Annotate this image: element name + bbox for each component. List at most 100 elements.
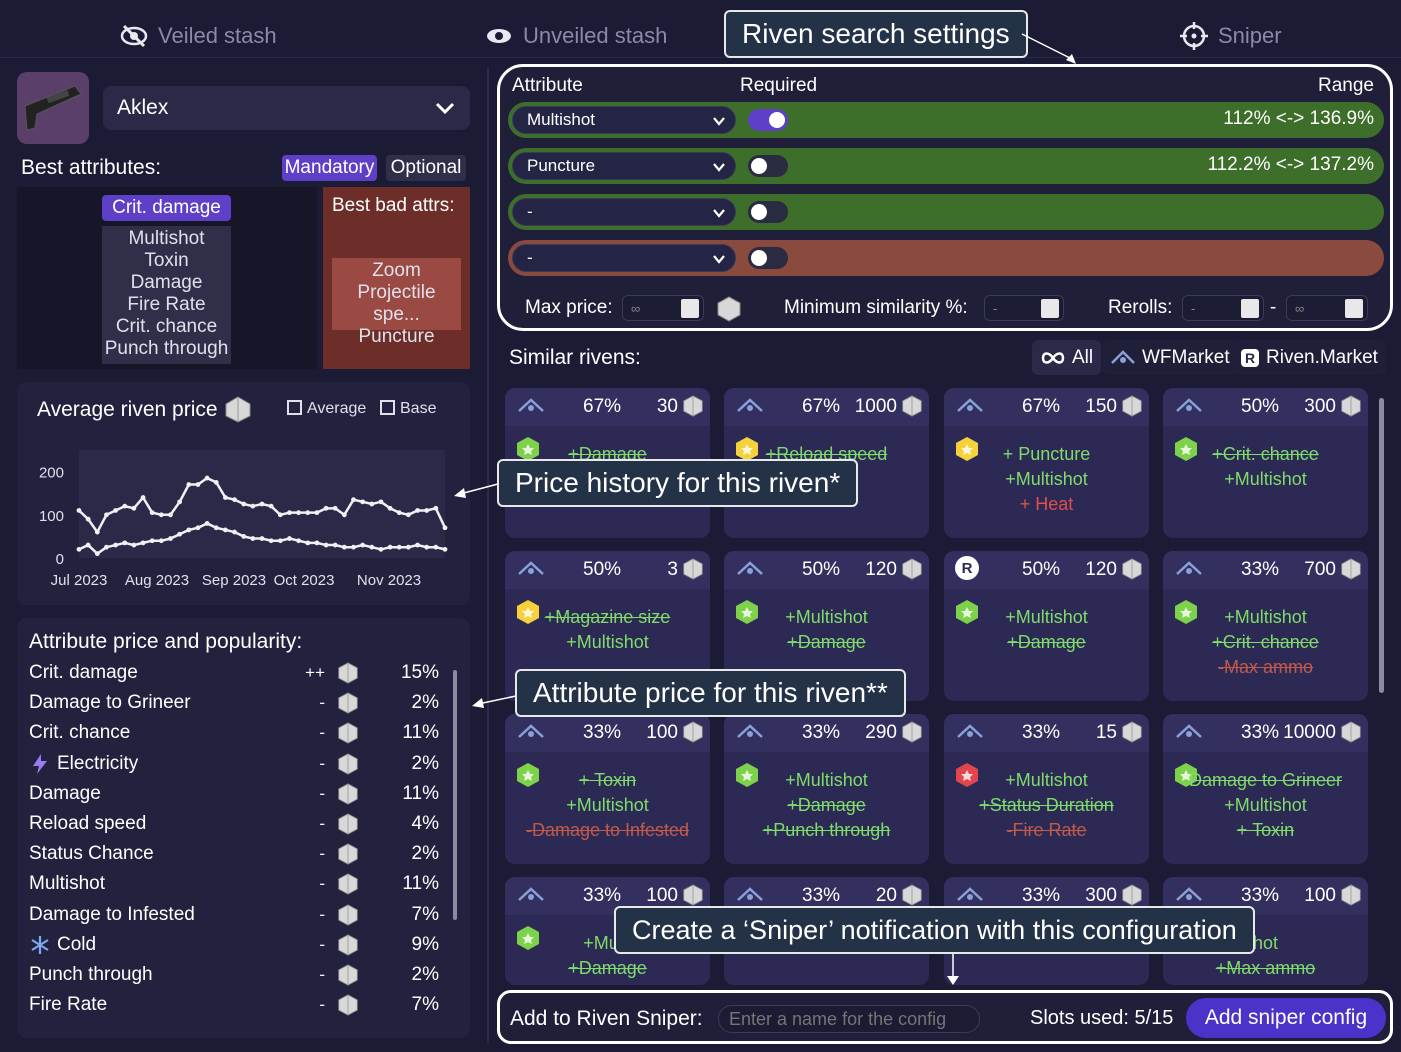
data-point — [369, 544, 375, 550]
riven-attribute: +Damage — [568, 958, 647, 978]
tab-veiled-stash[interactable]: Veiled stash — [120, 18, 277, 54]
data-point — [332, 542, 338, 548]
required-toggle[interactable] — [748, 109, 788, 131]
attr-price-pct: 7% — [411, 994, 439, 1016]
mandatory-toggle[interactable]: Mandatory — [282, 155, 377, 181]
riven-card[interactable]: 33% 15 +Multishot +Status Duration -Fire R… — [944, 714, 1149, 864]
attribute-select[interactable]: Puncture — [512, 152, 736, 180]
riven-price: 3 — [667, 559, 678, 580]
data-point — [232, 497, 237, 503]
platinum-icon — [225, 396, 251, 423]
callout-settings: Riven search settings — [724, 10, 1028, 58]
attribute-select[interactable]: - — [512, 244, 736, 272]
sniper-name-input[interactable] — [718, 1005, 980, 1033]
platinum-icon — [901, 720, 923, 749]
riven-card[interactable]: 33% 290 +Multishot +Damage +Punch through — [724, 714, 929, 864]
riven-card[interactable]: 33% 700 +Multishot +Crit. chance -Max ammo — [1163, 551, 1368, 701]
riven-similarity: 33% — [802, 722, 841, 743]
data-point — [424, 508, 430, 513]
wfmarket-icon — [1176, 887, 1202, 901]
platinum-icon — [1340, 883, 1362, 912]
riven-card[interactable]: 67% 150 + Puncture +Multishot + Heat — [944, 388, 1149, 538]
riven-attribute: hot — [1252, 933, 1279, 953]
min-similarity-spinner[interactable] — [1041, 299, 1059, 318]
chevron-down-icon — [713, 255, 725, 264]
data-point — [287, 510, 292, 516]
attribute-select-value: Puncture — [527, 156, 596, 175]
platinum-icon — [1121, 394, 1143, 423]
checkbox-average[interactable] — [287, 400, 302, 415]
riven-card[interactable]: 33% 100 + Toxin +Multishot -Damage to Infe… — [505, 714, 710, 864]
data-point — [113, 508, 118, 513]
required-toggle[interactable] — [748, 201, 788, 223]
tab-sniper[interactable]: Sniper — [1180, 18, 1282, 54]
riven-attribute: +Crit. chance — [1212, 444, 1319, 464]
rivens-scrollbar[interactable] — [1379, 398, 1384, 693]
riven-card[interactable]: 33% 10000 Damage to Grineer +Multishot + T… — [1163, 714, 1368, 864]
riven-attribute: -Fire Rate — [1006, 820, 1087, 840]
bad-attr: Zoom — [372, 260, 421, 281]
riven-attribute: +Multishot — [1224, 469, 1307, 489]
avg-price-title: Average riven price — [37, 398, 218, 421]
tab-unveiled-stash[interactable]: Unveiled stash — [485, 18, 667, 54]
legend-base[interactable]: Base — [380, 400, 436, 418]
filter-wfmarket[interactable]: WFMarket — [1102, 340, 1238, 375]
filter-rivenmarket[interactable]: R Riven.Market — [1232, 340, 1386, 375]
data-point — [131, 542, 137, 548]
wfmarket-icon — [957, 887, 983, 901]
attr-price-name: Crit. damage — [29, 662, 138, 683]
riven-similarity: 50% — [1022, 559, 1061, 580]
platinum-icon — [682, 883, 704, 912]
riven-attribute: +Multishot — [566, 795, 649, 815]
data-point — [406, 512, 411, 518]
polarity-badge-icon — [517, 600, 539, 624]
riven-price: 15 — [1095, 722, 1117, 743]
attribute-select-value: - — [527, 248, 533, 267]
platinum-icon — [337, 661, 359, 691]
riven-price: 100 — [1304, 885, 1336, 906]
rerolls-max-spinner[interactable] — [1345, 299, 1363, 318]
eye-icon — [487, 29, 511, 43]
attr-price-mark: - — [319, 753, 325, 773]
wfmarket-icon — [1176, 398, 1202, 412]
attr-price-pct: 2% — [411, 692, 439, 714]
rerolls-min-input[interactable]: - — [1182, 295, 1264, 321]
attribute-select[interactable]: Multishot — [512, 106, 736, 134]
checkbox-base[interactable] — [380, 400, 395, 415]
wfmarket-icon — [518, 561, 544, 575]
toggle-knob — [751, 204, 767, 220]
riven-card[interactable]: R 50% 120 +Multishot +Damage — [944, 551, 1149, 701]
min-similarity-input[interactable]: - — [984, 295, 1064, 321]
riven-price: 10000 — [1283, 722, 1336, 743]
riven-card[interactable]: 33% 100 +Multi +Damage — [505, 877, 710, 985]
optional-toggle[interactable]: Optional — [386, 155, 466, 181]
bad-attr: Puncture — [358, 326, 435, 347]
mandatory-attr: Crit. damage — [102, 195, 231, 221]
data-point — [94, 529, 100, 535]
attr-price-pct: 7% — [411, 903, 439, 925]
attr-price-row: Damage to Infested - 7% — [29, 901, 445, 929]
weapon-select[interactable]: Aklex — [103, 86, 470, 130]
data-point — [76, 546, 82, 552]
max-price-input[interactable]: ∞ — [622, 295, 704, 321]
riven-attribute: +Magazine size — [544, 607, 671, 627]
riven-card[interactable]: 50% 300 +Crit. chance +Multishot — [1163, 388, 1368, 538]
rivenmarket-badge-icon: R — [955, 556, 979, 580]
attr-price-scrollbar[interactable] — [453, 670, 457, 920]
attribute-select[interactable]: - — [512, 198, 736, 226]
legend-average[interactable]: Average — [287, 400, 366, 418]
weapon-image — [17, 72, 89, 144]
filter-all[interactable]: All — [1032, 340, 1102, 375]
rerolls-max-input[interactable]: ∞ — [1286, 295, 1368, 321]
add-sniper-button[interactable]: Add sniper config — [1186, 998, 1386, 1038]
riven-attribute: +Damage — [787, 632, 866, 652]
data-point — [259, 501, 265, 507]
max-price-spinner[interactable] — [681, 299, 699, 318]
rerolls-min-spinner[interactable] — [1241, 299, 1259, 318]
col-attribute: Attribute — [512, 75, 583, 96]
required-toggle[interactable] — [748, 155, 788, 177]
toggle-knob — [769, 112, 785, 128]
riven-price: 700 — [1304, 559, 1336, 580]
required-toggle[interactable] — [748, 247, 788, 269]
x-tick-label: Jul 2023 — [51, 572, 108, 589]
